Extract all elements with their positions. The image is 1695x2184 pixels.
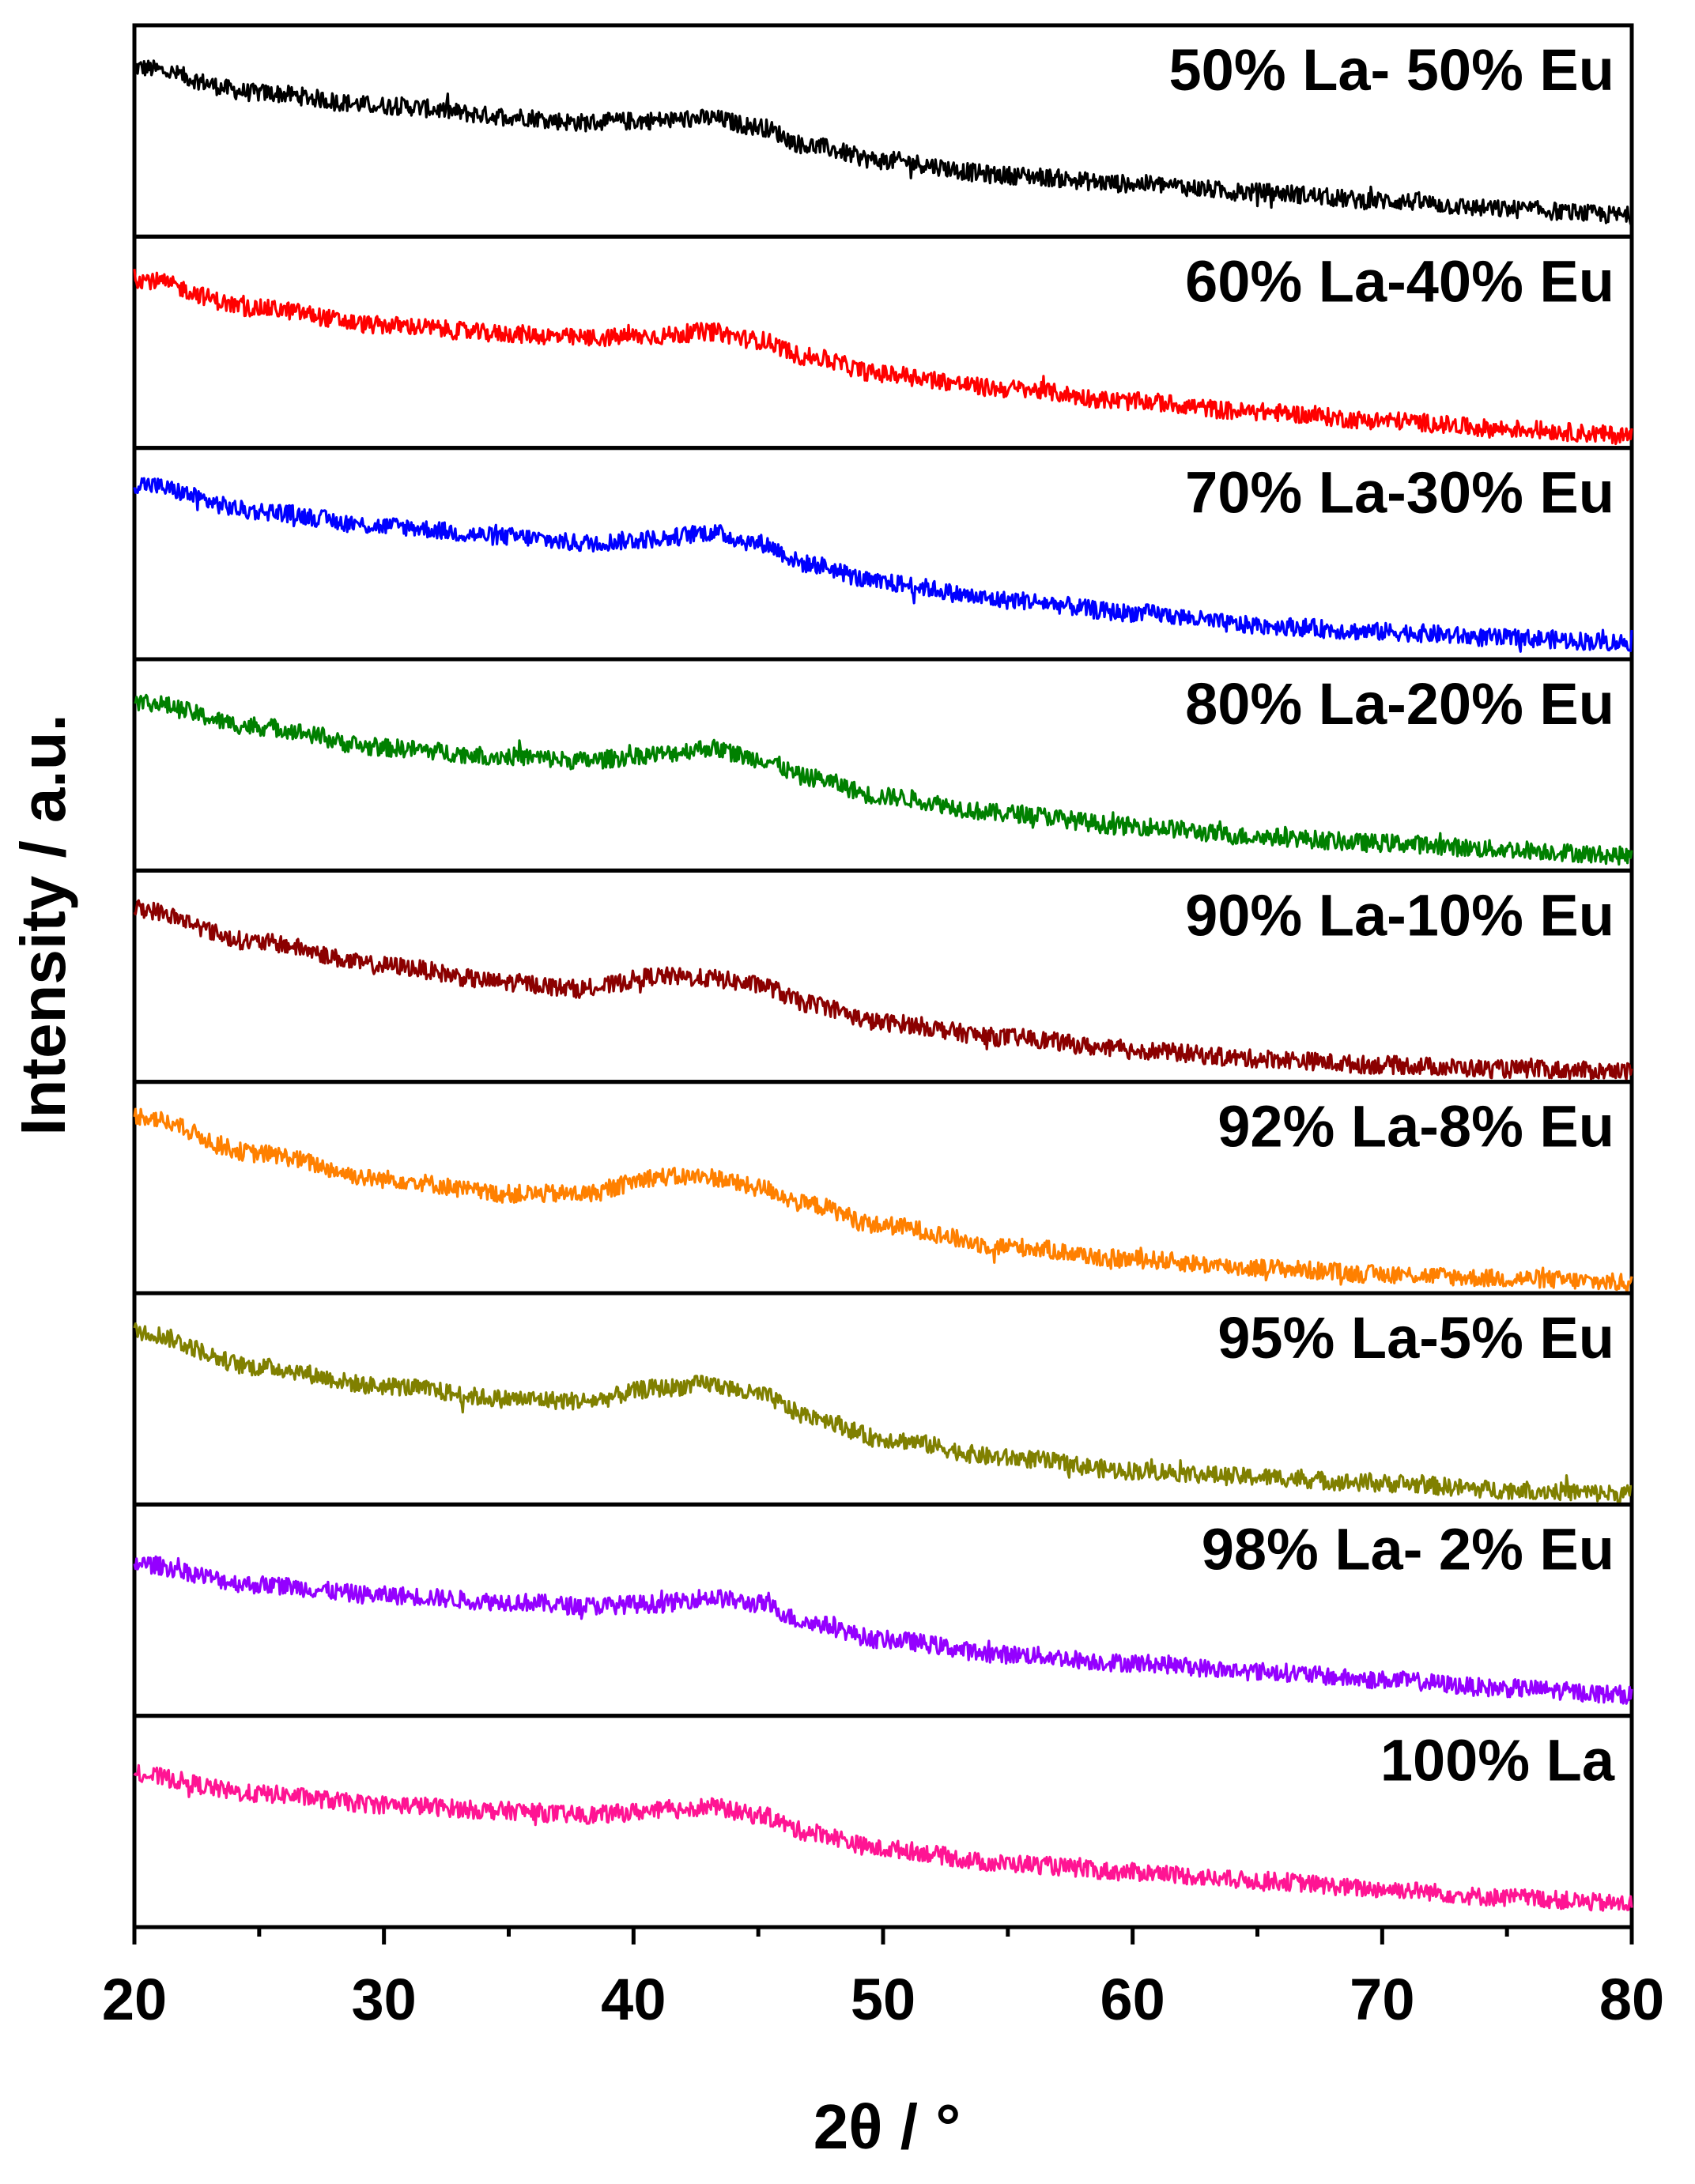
series-line [133,1322,1633,1504]
series-label: 92% La-8% Eu [1217,1094,1614,1160]
x-tick-label: 20 [102,1967,167,2032]
x-axis-title: 2θ / ° [814,2092,961,2162]
x-tick-label: 70 [1350,1967,1414,2032]
panel: 92% La-8% Eu [132,1080,1634,1296]
series-line [134,693,1633,866]
series-label: 100% La [1380,1728,1615,1794]
series-line [133,477,1633,653]
panel: 60% La-40% Eu [132,234,1634,451]
series-line [133,1763,1633,1912]
series-line [134,59,1633,226]
series-line [133,269,1633,446]
x-tick-label: 40 [601,1967,666,2032]
series-line [133,1107,1633,1292]
series-label: 70% La-30% Eu [1185,460,1614,526]
panels-group: 50% La- 50% Eu 60% La-40% Eu 70% La-30% Eu… [132,23,1634,1929]
series-line [133,899,1633,1081]
series-line [133,1555,1633,1705]
x-tick-label: 60 [1100,1967,1165,2032]
series-label: 60% La-40% Eu [1185,248,1614,314]
panel: 90% La-10% Eu [132,868,1634,1084]
panel: 95% La-5% Eu [132,1291,1634,1507]
series-label: 50% La- 50% Eu [1169,37,1614,103]
series-label: 98% La- 2% Eu [1202,1516,1614,1582]
panel: 80% La-20% Eu [132,657,1634,873]
x-tick-label: 80 [1599,1967,1664,2032]
series-label: 80% La-20% Eu [1185,671,1614,737]
panel: 50% La- 50% Eu [132,23,1634,239]
x-axis: 20 30 40 50 60 70 80 [102,1927,1664,2032]
series-label: 95% La-5% Eu [1217,1305,1614,1371]
panel: 70% La-30% Eu [132,446,1634,662]
x-tick-label: 30 [352,1967,417,2032]
y-axis-title: Intensity / a.u. [8,714,78,1135]
x-tick-label: 50 [851,1967,915,2032]
panel: 100% La [132,1714,1634,1929]
panel: 98% La- 2% Eu [132,1502,1634,1718]
series-label: 90% La-10% Eu [1185,882,1614,948]
